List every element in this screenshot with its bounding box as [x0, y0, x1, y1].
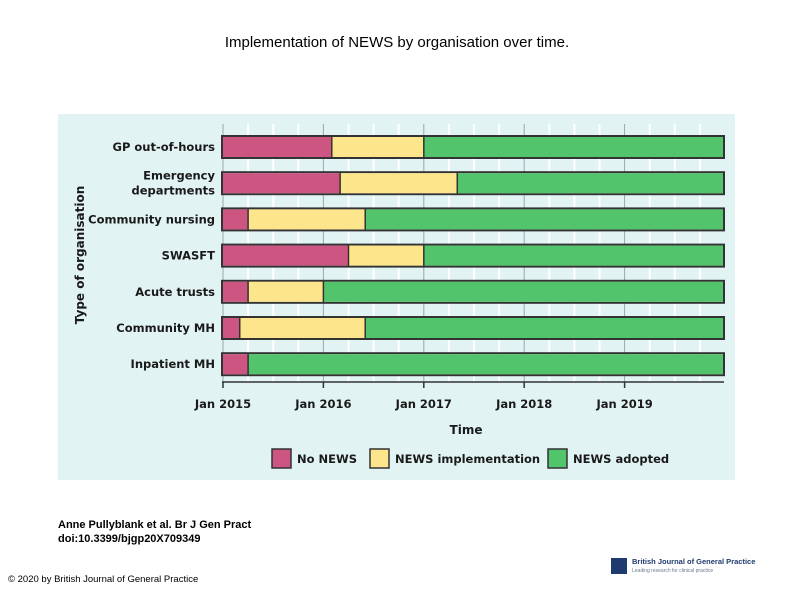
x-tick-label: Jan 2016 [294, 397, 351, 411]
bar-no-news [223, 173, 341, 194]
citation-doi: doi:10.3399/bjgp20X709349 [58, 533, 201, 545]
bar-implementation [348, 245, 424, 266]
bar-adopted [423, 137, 723, 157]
legend-swatch [369, 448, 390, 469]
bar-no-news [223, 209, 249, 230]
category-label: Acute trusts [135, 285, 215, 299]
gantt-chart: GP out-of-hours Emergency departments Commu… [73, 124, 725, 469]
category-label-line: Inpatient MH [131, 357, 215, 371]
bar-adopted [423, 245, 723, 266]
category-label-line: departments [131, 184, 215, 198]
bar-adopted [323, 281, 723, 302]
chart-figure: GP out-of-hours Emergency departments Commu… [58, 114, 735, 480]
category-label-line: SWASFT [162, 249, 215, 263]
bar-no-news [223, 354, 249, 375]
bar-implementation [239, 318, 366, 338]
citation-authors: Anne Pullyblank et al. Br J Gen Pract [58, 519, 252, 531]
citation: Anne Pullyblank et al. Br J Gen Pract do… [58, 518, 251, 546]
journal-logo-tagline: Leading research for clinical practice [632, 568, 714, 574]
bar-adopted [457, 173, 723, 194]
journal-logo: British Journal of General Practice Lead… [611, 556, 755, 578]
category-label: Community nursing [88, 212, 215, 226]
bar-implementation [248, 209, 366, 230]
journal-logo-icon [611, 558, 627, 574]
legend-label: NEWS adopted [573, 452, 669, 466]
category-label: Inpatient MH [131, 357, 215, 371]
bar-no-news [223, 245, 349, 266]
bar-implementation [340, 173, 458, 194]
category-label-line: Community nursing [88, 212, 215, 226]
x-axis-title: Time [450, 423, 483, 437]
category-label: Emergency departments [131, 169, 215, 198]
category-label-line: Community MH [116, 321, 215, 335]
category-label: GP out-of-hours [113, 140, 216, 154]
legend-swatch [271, 448, 292, 469]
x-tick-label: Jan 2019 [595, 397, 652, 411]
bar-adopted [365, 318, 723, 338]
category-label: Community MH [116, 321, 215, 335]
slide-title: Implementation of NEWS by organisation o… [224, 34, 570, 51]
journal-logo-name: British Journal of General Practice [632, 557, 756, 566]
bar-no-news [223, 281, 249, 302]
legend-label: No NEWS [297, 452, 357, 466]
bar-adopted [365, 209, 723, 230]
y-axis-title: Type of organisation [73, 186, 87, 325]
copyright-notice: © 2020 by British Journal of General Pra… [8, 574, 199, 585]
category-label: SWASFT [162, 249, 215, 263]
x-tick-label: Jan 2018 [495, 397, 552, 411]
x-tick-label: Jan 2017 [395, 397, 452, 411]
legend-swatch [547, 448, 568, 469]
category-label-line: Emergency [143, 169, 215, 183]
bar-no-news [223, 137, 332, 157]
x-tick-label: Jan 2015 [194, 397, 251, 411]
bar-implementation [248, 281, 324, 302]
bar-adopted [248, 354, 723, 375]
category-label-line: GP out-of-hours [113, 140, 216, 154]
legend-label: NEWS implementation [395, 452, 540, 466]
bar-implementation [331, 137, 424, 157]
category-label-line: Acute trusts [135, 285, 215, 299]
bar-no-news [223, 318, 240, 338]
